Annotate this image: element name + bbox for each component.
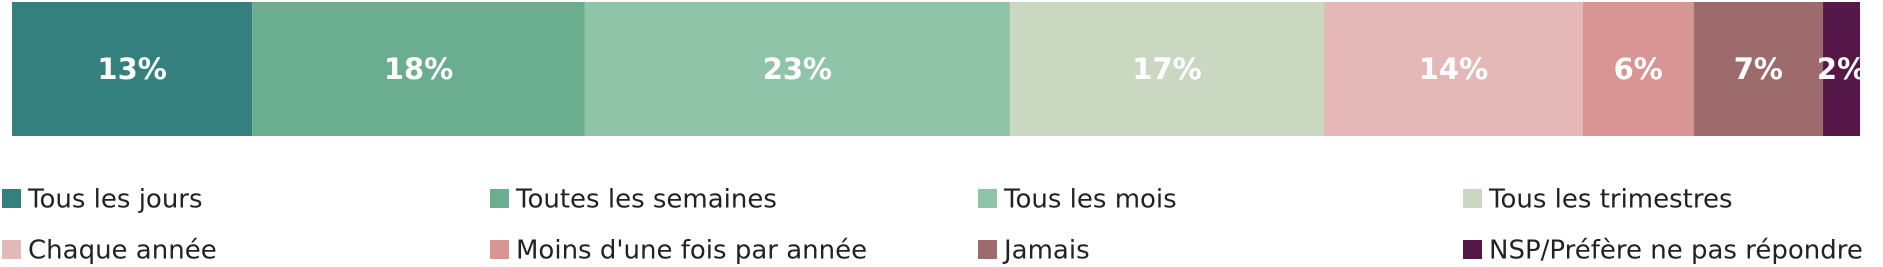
bar-segment: [1009, 2, 1325, 136]
legend-label: Moins d'une fois par année: [516, 236, 867, 266]
legend-swatch: [490, 240, 509, 259]
legend-label: Jamais: [1002, 236, 1090, 266]
bar-segment: [12, 2, 253, 136]
legend-swatch: [978, 189, 997, 208]
legend-label: Toutes les semaines: [515, 185, 777, 215]
value-label: 6%: [1614, 52, 1663, 86]
value-label: 18%: [384, 52, 453, 86]
value-label: 7%: [1734, 52, 1783, 86]
legend-swatch: [1463, 240, 1482, 259]
legend-swatch: [978, 240, 997, 259]
bar-segment: [1324, 2, 1583, 136]
bar-segment: [252, 2, 585, 136]
bar-segment: [1693, 2, 1824, 136]
bar-segment: [1582, 2, 1694, 136]
bar-segment: [584, 2, 1010, 136]
legend-swatch: [1463, 189, 1482, 208]
legend-label: Chaque année: [28, 236, 217, 266]
legend-label: Tous les trimestres: [1488, 185, 1733, 215]
legend-swatch: [490, 189, 509, 208]
value-label: 2%: [1817, 52, 1866, 86]
value-label: 23%: [763, 52, 832, 86]
value-label: 13%: [97, 52, 166, 86]
legend-label: Tous les jours: [27, 185, 203, 215]
value-label: 14%: [1419, 52, 1488, 86]
legend-swatch: [2, 189, 21, 208]
legend-label: NSP/Préfère ne pas répondre: [1489, 236, 1863, 266]
legend-label: Tous les mois: [1003, 185, 1177, 215]
value-label: 17%: [1132, 52, 1201, 86]
bar-segment: [1823, 2, 1860, 136]
legend-swatch: [2, 240, 21, 259]
